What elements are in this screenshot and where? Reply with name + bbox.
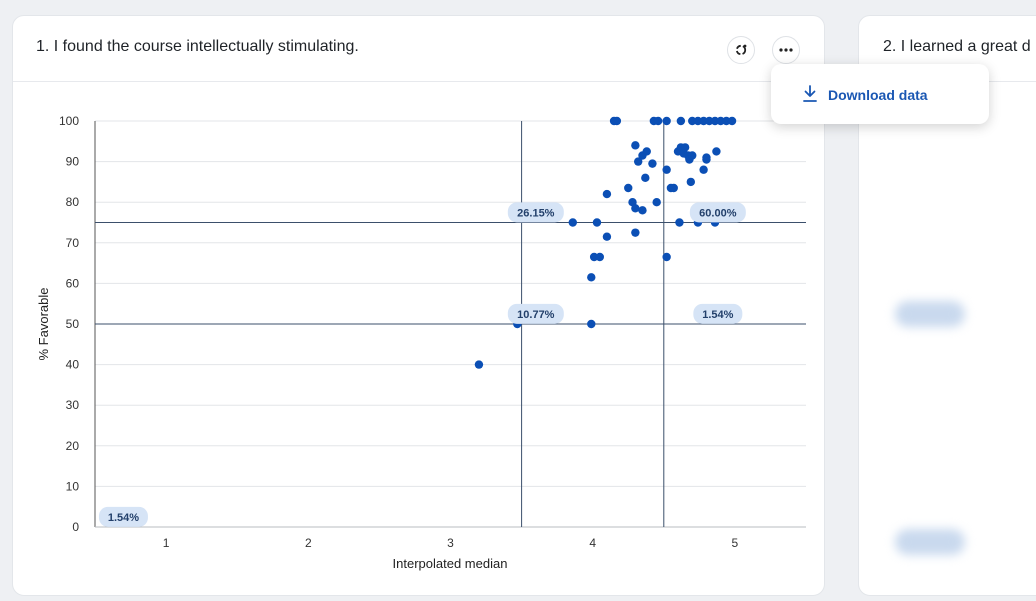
- data-point: [602, 232, 612, 241]
- grid: [94, 120, 806, 528]
- data-point: [642, 147, 651, 156]
- more-options-menu: Download data: [771, 64, 989, 124]
- quadrant-label: 10.77%: [517, 309, 555, 321]
- x-tick-label: 4: [589, 536, 596, 550]
- y-tick-label: 40: [66, 358, 80, 372]
- quadrant-label-bg: [689, 202, 746, 223]
- quadrant-label: 1.54%: [702, 309, 733, 321]
- data-point: [675, 218, 684, 227]
- question-card-1: 1. I found the course intellectually sti…: [12, 15, 825, 596]
- data-point: [669, 183, 678, 193]
- y-tick-label: 90: [66, 155, 80, 169]
- question-title: 2. I learned a great d: [883, 38, 1031, 55]
- data-point: [702, 153, 711, 162]
- tick-labels: 0 10 20 30 40 50 60 70 80 90 100 1 2 3 4 5: [59, 114, 739, 550]
- y-tick-label: 0: [72, 520, 79, 534]
- data-point: [592, 218, 602, 227]
- data-point: [612, 116, 622, 126]
- more-horizontal-icon: [779, 48, 793, 52]
- ai-insights-button[interactable]: [727, 36, 755, 64]
- x-tick-label: 2: [305, 536, 312, 550]
- reference-lines: [95, 121, 806, 527]
- data-point: [638, 206, 647, 215]
- data-point: [568, 218, 577, 227]
- quadrant-label-bg: [507, 303, 564, 324]
- data-point: [680, 143, 690, 152]
- data-point: [587, 273, 596, 282]
- x-axis-title: Interpolated median: [393, 556, 508, 571]
- data-point: [662, 252, 671, 262]
- y-tick-label: 10: [66, 479, 80, 493]
- blurred-label: [895, 301, 965, 327]
- blurred-label: [895, 529, 965, 555]
- data-point: [688, 151, 697, 160]
- data-point: [624, 183, 633, 193]
- data-points: [474, 116, 737, 369]
- data-point: [474, 360, 484, 369]
- data-point: [686, 177, 696, 187]
- data-point: [631, 228, 640, 237]
- sparkle-icon: [735, 44, 747, 56]
- data-point: [699, 165, 708, 174]
- quadrant-labels: 26.15% 60.00% 10.77% 1.54% 1.54%: [98, 202, 746, 527]
- more-options-button[interactable]: [772, 36, 800, 64]
- quadrant-label-bg: [693, 303, 743, 324]
- x-tick-label: 3: [447, 536, 454, 550]
- y-axis-title: % Favorable: [36, 288, 51, 361]
- data-point: [587, 319, 596, 329]
- quadrant-label: 26.15%: [517, 207, 555, 219]
- menu-item-label: Download data: [828, 87, 928, 103]
- data-point: [648, 159, 657, 168]
- download-data-menu-item[interactable]: Download data: [779, 72, 981, 116]
- download-icon: [803, 85, 817, 102]
- y-tick-label: 80: [66, 195, 80, 209]
- data-point: [662, 165, 671, 174]
- y-tick-label: 100: [59, 114, 79, 128]
- quadrant-label: 1.54%: [108, 512, 139, 524]
- data-point: [641, 173, 650, 183]
- y-tick-label: 60: [66, 276, 80, 290]
- question-title: 1. I found the course intellectually sti…: [36, 38, 359, 55]
- data-point: [652, 198, 661, 207]
- data-point: [653, 116, 663, 126]
- quadrant-label-bg: [98, 506, 148, 527]
- data-point: [602, 189, 612, 199]
- data-point: [595, 252, 605, 262]
- data-point: [631, 141, 640, 150]
- data-point: [727, 116, 737, 126]
- data-point: [631, 204, 640, 213]
- data-point: [662, 116, 671, 126]
- card-header: 1. I found the course intellectually sti…: [13, 16, 824, 82]
- y-tick-label: 50: [66, 317, 80, 331]
- data-point: [712, 147, 721, 156]
- y-tick-label: 30: [66, 398, 80, 412]
- data-point: [634, 157, 643, 166]
- x-tick-label: 1: [163, 536, 170, 550]
- x-tick-label: 5: [732, 536, 739, 550]
- quadrant-label: 60.00%: [699, 207, 737, 219]
- data-point: [676, 116, 686, 126]
- y-tick-label: 20: [66, 439, 80, 453]
- quadrant-label-bg: [507, 202, 564, 223]
- y-tick-label: 70: [66, 236, 80, 250]
